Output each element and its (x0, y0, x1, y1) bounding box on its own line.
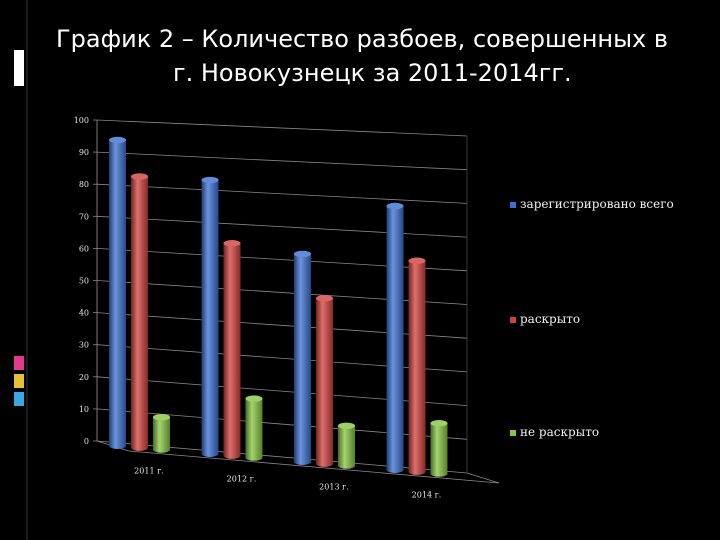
bar (223, 240, 241, 459)
rail-block (14, 374, 24, 388)
title-line-1: График 2 – Количество разбоев, совершенн… (56, 25, 668, 53)
left-rail (0, 0, 30, 540)
y-tick-label: 10 (79, 405, 89, 414)
bar-top (153, 413, 170, 421)
legend: зарегистрировано всего раскрыто не раскрыт… (510, 197, 674, 439)
bar-top (316, 295, 333, 302)
y-tick-label: 20 (79, 373, 89, 382)
y-tick-label: 50 (79, 277, 89, 286)
gridlines (93, 119, 500, 484)
bar-top (408, 257, 426, 264)
y-tick-label: 80 (79, 180, 89, 189)
bar (109, 136, 126, 449)
legend-item: зарегистрировано всего (510, 197, 674, 211)
bar-top (131, 173, 148, 180)
chart-panel: 0 10 20 30 40 50 60 70 80 90 100 2011 г. 2012 г. 2013… (42, 108, 692, 508)
bar-body (294, 253, 311, 465)
bar-body (245, 398, 263, 461)
bar (386, 202, 404, 473)
legend-label: зарегистрировано всего (520, 197, 674, 211)
bar (153, 413, 170, 453)
bar-body (109, 139, 126, 449)
bar (408, 257, 426, 475)
bar-chart: 0 10 20 30 40 50 60 70 80 90 100 2011 г. 2012 г. 2013… (74, 116, 674, 499)
rail-block (14, 356, 24, 370)
bar-body (316, 298, 333, 467)
bar-top (430, 420, 448, 427)
bar-top (294, 250, 311, 258)
bars (109, 136, 448, 477)
y-tick-label: 70 (79, 212, 89, 221)
legend-item: не раскрыто (510, 425, 599, 439)
y-tick-label: 100 (74, 116, 89, 125)
rail-block (14, 50, 24, 86)
bar-body (408, 260, 426, 475)
bar (316, 295, 333, 467)
floor-edge (466, 472, 500, 484)
bar-top (201, 176, 219, 184)
bar (430, 420, 448, 477)
bar-body (430, 423, 448, 477)
legend-label: не раскрыто (520, 425, 599, 439)
rail-block (14, 392, 24, 406)
gridline (96, 280, 468, 305)
floor-edge (128, 450, 500, 484)
rail-line (26, 0, 28, 540)
title-line-2: г. Новокузнецк за 2011-2014гг. (173, 59, 572, 87)
bar (294, 250, 311, 465)
gridline (96, 248, 468, 272)
slide-title: График 2 – Количество разбоев, совершенн… (40, 22, 720, 90)
x-tick-label: 2011 г. (134, 466, 164, 475)
y-tick-label: 90 (79, 148, 89, 157)
y-tick-label: 30 (79, 341, 89, 350)
gridline (96, 312, 468, 339)
y-tick-label: 0 (84, 437, 89, 446)
x-tick-label: 2013 г. (319, 482, 349, 491)
legend-swatch (510, 430, 516, 436)
bar (131, 173, 148, 451)
bar-top (109, 136, 126, 144)
bar-top (223, 240, 241, 247)
gridline (96, 151, 468, 171)
gridline (96, 408, 468, 440)
gridline (96, 183, 468, 204)
legend-item: раскрыто (510, 312, 580, 326)
bar (245, 395, 263, 461)
y-tick-label: 40 (79, 309, 89, 318)
y-tick-label: 60 (79, 244, 89, 253)
bar-top (338, 422, 355, 429)
legend-swatch (510, 202, 516, 208)
bar-body (201, 180, 219, 457)
bar (338, 422, 355, 469)
gridline (96, 344, 468, 373)
gridline (96, 119, 468, 137)
x-tick-label: 2012 г. (227, 474, 257, 483)
bar-body (223, 243, 241, 459)
gridline (96, 215, 468, 238)
bar (201, 176, 219, 457)
bar-body (153, 417, 170, 453)
bar-body (131, 176, 148, 451)
bar-top (245, 395, 263, 402)
legend-swatch (510, 317, 516, 323)
bar-top (386, 202, 404, 210)
legend-label: раскрыто (520, 312, 580, 326)
x-tick-label: 2014 г. (412, 490, 442, 499)
bar-body (338, 425, 355, 469)
gridline (96, 376, 468, 406)
bar-body (386, 206, 404, 473)
